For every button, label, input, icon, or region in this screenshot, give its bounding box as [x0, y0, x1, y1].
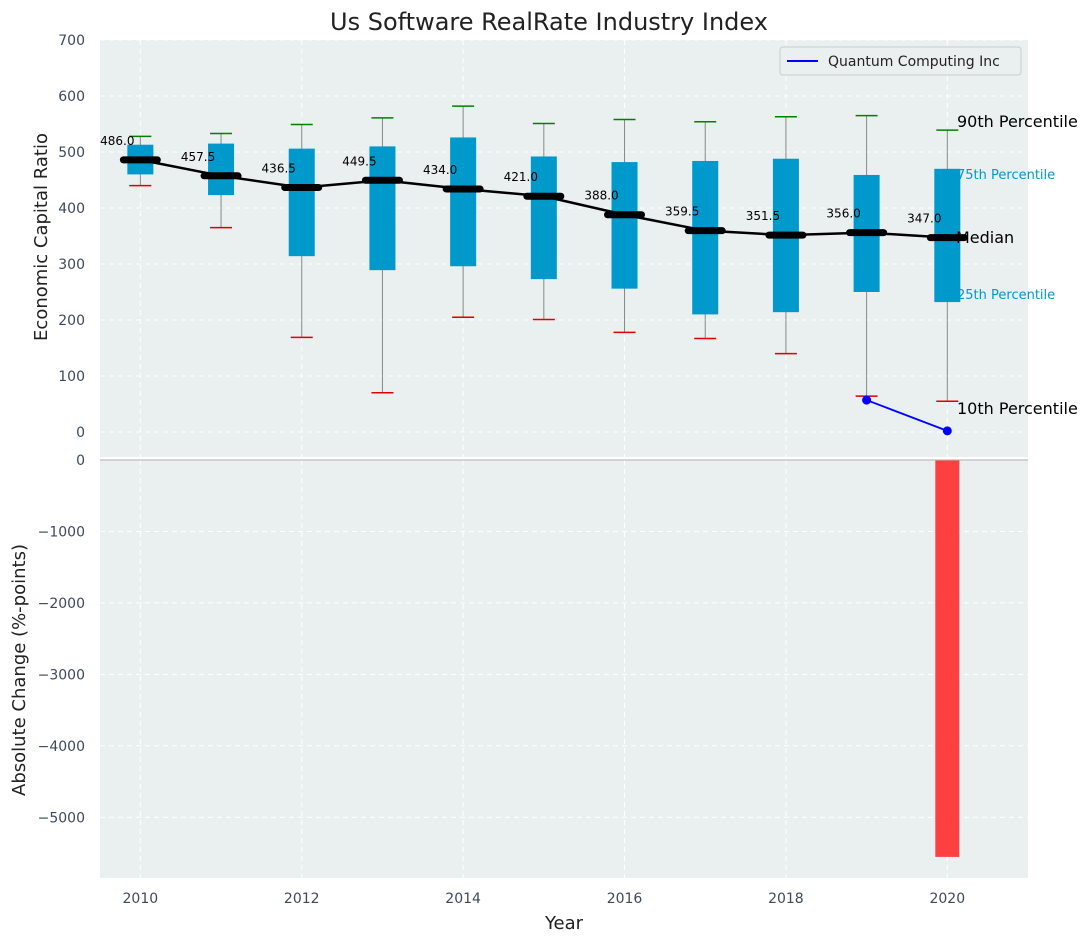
- iqr-box: [288, 148, 315, 257]
- chart-title: Us Software RealRate Industry Index: [330, 8, 768, 36]
- change-bar: [935, 460, 960, 857]
- annotation-p75: 75th Percentile: [957, 168, 1055, 183]
- annotation-median: Median: [956, 228, 1014, 247]
- bottom-plot-area: [100, 460, 1028, 878]
- x-tick-label: 2018: [768, 891, 804, 907]
- iqr-box: [692, 160, 719, 315]
- legend-label: Quantum Computing Inc: [828, 54, 1000, 70]
- top-y-tick-label: 100: [58, 369, 85, 385]
- tick-labels: 0 100 200 300 400 500 600 700 0 −1000 −2000 −3000 −4…: [38, 33, 965, 907]
- bottom-y-axis-label: Absolute Change (%-points): [9, 544, 30, 796]
- iqr-box: [611, 162, 638, 289]
- median-value-label: 457.5: [181, 150, 215, 164]
- top-y-tick-label: 200: [58, 313, 85, 329]
- bottom-y-tick-label: −5000: [38, 810, 85, 826]
- x-tick-label: 2012: [284, 891, 320, 907]
- bottom-y-tick-label: 0: [76, 453, 85, 469]
- x-axis-label: Year: [544, 913, 584, 934]
- median-value-label: 359.5: [665, 205, 699, 219]
- median-value-label: 347.0: [907, 212, 941, 226]
- legend: Quantum Computing Inc: [779, 46, 1022, 76]
- iqr-box: [530, 156, 557, 280]
- change-bar-layer: [935, 460, 960, 857]
- median-value-label: 388.0: [584, 189, 618, 203]
- median-value-label: 351.5: [746, 209, 780, 223]
- x-tick-label: 2014: [445, 891, 481, 907]
- top-y-tick-label: 700: [58, 33, 85, 49]
- company-series-layer: [862, 395, 952, 436]
- x-tick-label: 2010: [123, 891, 159, 907]
- bottom-y-tick-label: −4000: [38, 739, 85, 755]
- x-tick-label: 2016: [607, 891, 643, 907]
- bottom-y-tick-label: −2000: [38, 596, 85, 612]
- median-trend-layer: 486.0 457.5 436.5 449.5 434.0 421.0 388.0 359.5…: [100, 134, 968, 242]
- top-y-axis-label: Economic Capital Ratio: [31, 133, 52, 341]
- legend-box: [779, 46, 1022, 76]
- company-series-point: [862, 395, 872, 405]
- company-series-point: [942, 426, 952, 436]
- annotation-p25: 25th Percentile: [957, 288, 1055, 303]
- iqr-box: [369, 146, 396, 271]
- top-y-tick-label: 300: [58, 257, 85, 273]
- median-value-label: 356.0: [826, 207, 860, 221]
- top-plot-area: [100, 40, 1028, 457]
- x-tick-label: 2020: [929, 891, 965, 907]
- bottom-y-tick-label: −3000: [38, 667, 85, 683]
- annotation-p90: 90th Percentile: [957, 112, 1078, 131]
- iqr-box: [208, 143, 235, 196]
- top-y-tick-label: 0: [76, 425, 85, 441]
- annotation-p10: 10th Percentile: [957, 399, 1078, 418]
- top-y-tick-label: 400: [58, 201, 85, 217]
- iqr-box: [450, 137, 477, 267]
- bottom-y-tick-label: −1000: [38, 524, 85, 540]
- median-value-label: 449.5: [342, 154, 376, 168]
- company-series-line: [866, 399, 948, 432]
- median-value-label: 436.5: [262, 162, 296, 176]
- median-value-label: 486.0: [100, 134, 134, 148]
- median-value-label: 421.0: [504, 170, 538, 184]
- top-y-tick-label: 600: [58, 89, 85, 105]
- top-y-tick-label: 500: [58, 145, 85, 161]
- median-value-label: 434.0: [423, 163, 457, 177]
